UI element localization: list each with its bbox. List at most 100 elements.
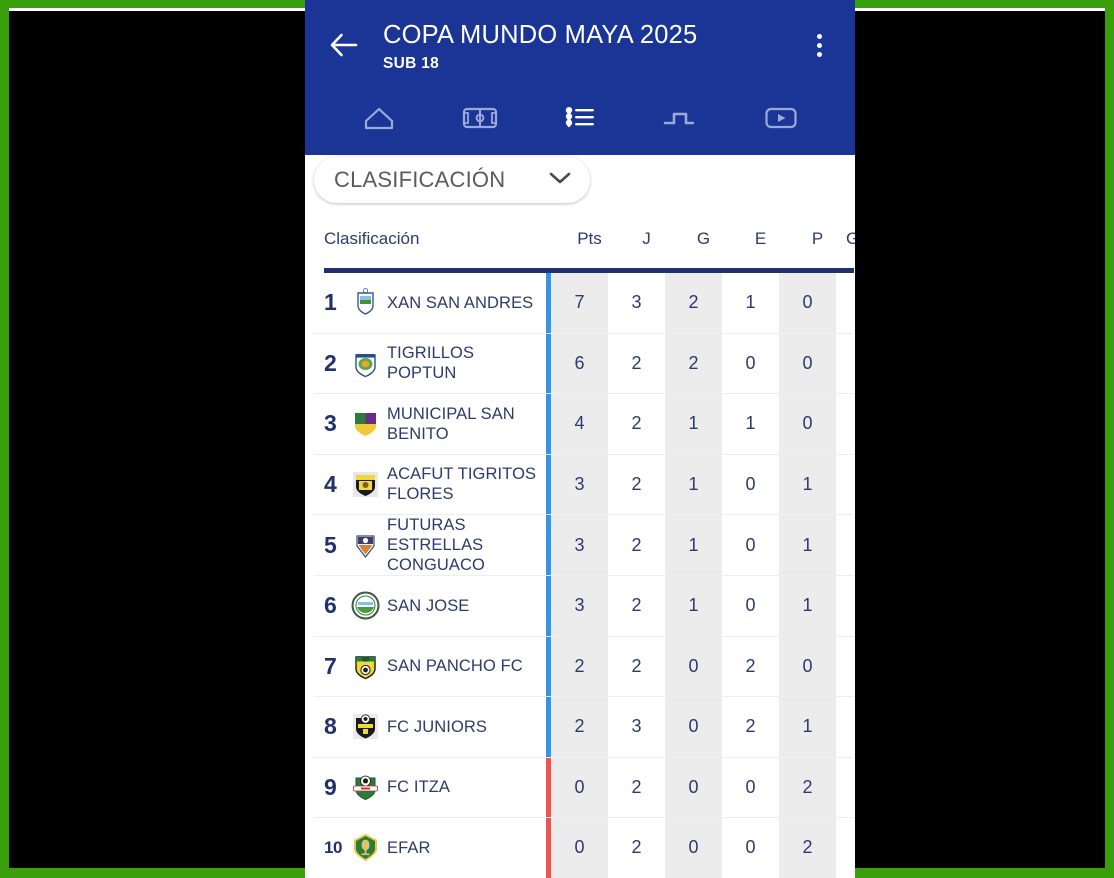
table-row[interactable]: 5 FUTURAS ESTRELLAS CONGUACO 3 2 1 0 1 [314,515,855,576]
team-name: TIGRILLOS POPTUN [387,344,475,383]
team-cell: 4 ACAFUT TIGRITOS FLORES [314,455,546,515]
rank-number: 4 [324,470,337,497]
stat-cell-e: 2 [722,636,779,696]
team-cell: 8 FC JUNIORS [314,697,546,757]
team-name: XAN SAN ANDRES [387,293,534,312]
table-row[interactable]: 2 TIGRILLOS POPTUN 6 2 2 0 0 [314,333,855,394]
column-header-p[interactable]: P [811,229,824,248]
video-play-icon [764,105,798,131]
stat-cell-pts: 0 [551,818,608,878]
stat-cell-pts: 2 [551,636,608,696]
stat-cell-pts: 3 [551,515,608,575]
stat-cell-g: 1 [665,515,722,575]
rank-number: 8 [324,713,337,740]
phone-app-panel: COPA MUNDO MAYA 2025 SUB 18 [305,0,855,878]
crest-san-pancho-fc-icon [350,651,381,682]
qualification-marker [546,636,551,696]
stat-cell-partial [836,818,855,878]
stat-cell-g: 1 [665,576,722,636]
team-name: SAN JOSE [387,596,470,615]
soccer-field-icon [462,105,498,131]
qualification-marker [546,757,551,817]
standings-header-row: Clasificación Pts J G E P G [314,210,855,268]
table-row[interactable]: 8 FC JUNIORS 2 3 0 2 1 [314,697,855,758]
tab-matches[interactable] [429,92,529,144]
table-row[interactable]: 3 MUNICIPAL SAN BENITO 4 2 1 1 0 [314,394,855,455]
stat-cell-g: 2 [665,333,722,393]
standings-rows: 1 XAN SAN ANDRES 7 3 2 1 0 2 TIGRILLOS POPTUN 6 2 2… [314,273,855,878]
stat-cell-e: 0 [722,576,779,636]
stat-cell-j: 3 [608,273,665,333]
table-row[interactable]: 9 FC ITZA 0 2 0 0 2 [314,757,855,818]
column-header-pts[interactable]: Pts [577,229,602,248]
team-cell: 1 XAN SAN ANDRES [314,273,546,333]
table-row[interactable]: 4 ACAFUT TIGRITOS FLORES 3 2 1 0 1 [314,454,855,515]
crest-futuras-estrellas-conguaco-icon [350,530,381,561]
kebab-menu-icon [816,51,822,57]
tab-standings[interactable] [530,92,630,144]
tab-home[interactable] [329,92,429,144]
tab-bracket[interactable] [630,92,730,144]
stat-cell-partial [836,333,855,393]
table-row[interactable]: 6 SAN JOSE 3 2 1 0 1 [314,576,855,637]
stat-cell-p: 2 [779,818,836,878]
crest-fc-juniors-icon [350,711,381,742]
qualification-marker [546,394,551,454]
stat-cell-p: 1 [779,454,836,514]
stat-cell-pts: 3 [551,576,608,636]
table-row[interactable]: 1 XAN SAN ANDRES 7 3 2 1 0 [314,273,855,334]
page-subtitle: SUB 18 [383,55,440,72]
view-selector-label: CLASIFICACIÓN [334,167,506,192]
stat-cell-e: 0 [722,818,779,878]
qualification-marker [546,515,551,575]
stat-cell-p: 0 [779,333,836,393]
rank-number: 7 [324,652,337,679]
column-header-j[interactable]: J [642,229,651,248]
column-header-partial[interactable]: G [846,229,855,248]
rank-number: 2 [324,349,337,376]
stat-cell-p: 1 [779,515,836,575]
kebab-menu-icon [816,42,822,48]
back-button[interactable] [321,22,367,68]
stat-cell-g: 1 [665,454,722,514]
rank-number: 5 [324,531,337,558]
team-cell: 2 TIGRILLOS POPTUN [314,334,546,394]
stat-cell-pts: 7 [551,273,608,333]
stat-cell-pts: 4 [551,394,608,454]
list-icon [564,104,596,132]
table-row[interactable]: 7 SAN PANCHO FC 2 2 0 2 0 [314,636,855,697]
stat-cell-j: 2 [608,515,665,575]
app-bar: COPA MUNDO MAYA 2025 SUB 18 [305,0,855,155]
table-row[interactable]: 10 EFAR 0 2 0 0 2 [314,818,855,878]
stat-cell-pts: 2 [551,697,608,757]
stat-cell-j: 2 [608,454,665,514]
stat-cell-g: 0 [665,818,722,878]
stat-cell-partial [836,273,855,333]
stat-cell-j: 2 [608,636,665,696]
stat-cell-j: 2 [608,576,665,636]
view-selector-dropdown[interactable]: CLASIFICACIÓN [314,157,590,203]
column-header-g[interactable]: G [696,229,711,248]
stat-cell-e: 0 [722,515,779,575]
rank-number: 3 [324,410,337,437]
standings-card: Clasificación Pts J G E P G 1 XAN SAN AND… [314,210,855,878]
team-name: EFAR [387,838,431,857]
team-name: FC JUNIORS [387,717,487,736]
crest-municipal-san-benito-icon [350,408,381,439]
team-cell: 9 FC ITZA [314,758,546,818]
stat-cell-partial [836,454,855,514]
stat-cell-g: 0 [665,757,722,817]
rank-number: 9 [324,773,337,800]
stat-cell-partial [836,757,855,817]
stat-cell-e: 1 [722,273,779,333]
qualification-marker [546,273,551,333]
stat-cell-partial [836,394,855,454]
team-name: SAN PANCHO FC [387,657,523,676]
column-header-team: Clasificación [324,229,420,248]
stat-cell-j: 2 [608,757,665,817]
overflow-menu-button[interactable] [799,22,839,68]
column-header-e[interactable]: E [754,229,767,248]
tab-videos[interactable] [731,92,831,144]
stat-cell-partial [836,697,855,757]
